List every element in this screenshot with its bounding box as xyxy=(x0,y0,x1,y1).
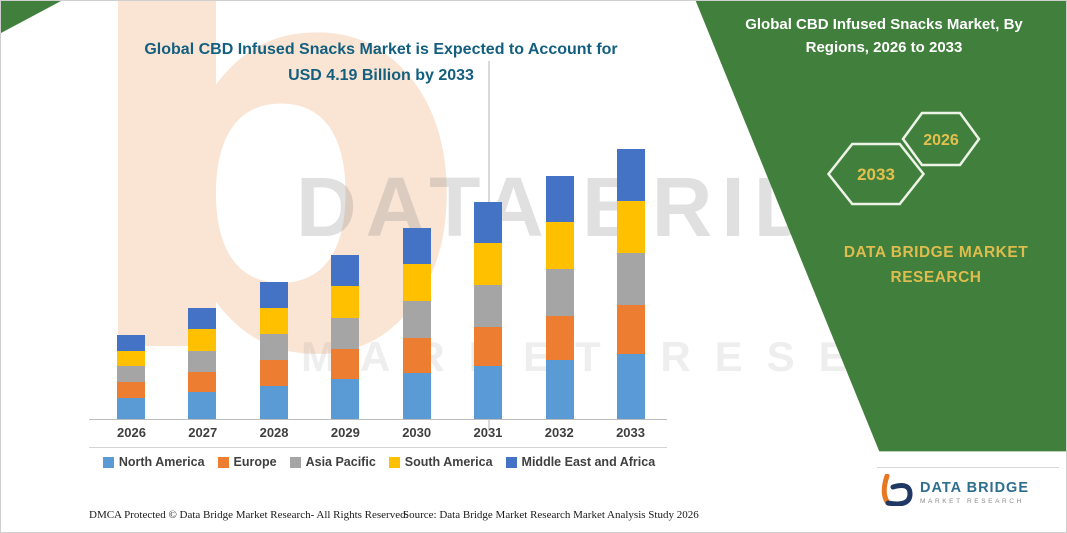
bar-segment xyxy=(545,221,574,269)
legend-label: North America xyxy=(118,455,205,469)
bar-segment xyxy=(331,379,360,419)
legend-item: South America xyxy=(388,455,493,469)
bar-segment xyxy=(188,371,217,392)
bar-segment xyxy=(259,307,288,335)
legend-swatch xyxy=(217,456,229,468)
legend-label: Middle East and Africa xyxy=(521,455,656,469)
legend-label: Europe xyxy=(233,455,277,469)
side-panel-title: Global CBD Infused Snacks Market, By Reg… xyxy=(714,13,1054,60)
bar-segment xyxy=(117,366,145,383)
bar-segment xyxy=(259,385,288,419)
legend-item: Europe xyxy=(217,455,277,469)
chart-legend: North America Europe Asia Pacific South Ame… xyxy=(79,455,679,469)
bar-segment xyxy=(474,326,503,367)
side-panel-title-line2: Regions, 2026 to 2033 xyxy=(805,39,963,57)
bar-segment xyxy=(474,285,503,327)
bar-segment xyxy=(545,268,574,316)
x-axis-label: 2030 xyxy=(402,425,432,440)
bar-segment xyxy=(474,366,503,419)
bar-segment xyxy=(616,304,645,354)
legend-label: Asia Pacific xyxy=(305,455,376,469)
x-axis-labels: 2026 2027 2028 2029 2030 2031 2032 2033 xyxy=(117,425,645,440)
bar-segment xyxy=(259,334,288,361)
x-axis-label: 2027 xyxy=(188,425,218,440)
hexagon-2033-outline xyxy=(826,142,926,206)
corner-decoration xyxy=(1,1,61,33)
bar-segment xyxy=(188,391,217,419)
chart-title-line2: USD 4.19 Billion by 2033 xyxy=(288,66,474,84)
legend-item: North America xyxy=(102,455,205,469)
bar-segment xyxy=(474,201,503,244)
bar-segment xyxy=(402,372,431,419)
bar-segment xyxy=(188,350,217,372)
bar-2032 xyxy=(545,175,574,419)
bar-segment xyxy=(188,329,217,351)
bar-segment xyxy=(402,228,431,265)
legend-swatch xyxy=(388,456,400,468)
bar-2033 xyxy=(616,148,645,419)
axis-divider-line xyxy=(89,447,667,448)
bar-chart-plot-area xyxy=(117,148,645,419)
legend-label: South America xyxy=(404,455,493,469)
bar-segment xyxy=(331,349,360,379)
hexagon-2026-label: 2026 xyxy=(923,132,959,149)
bar-segment xyxy=(402,337,431,373)
bar-segment xyxy=(545,360,574,419)
bar-segment xyxy=(545,175,574,222)
x-axis-line xyxy=(89,419,667,420)
chart-title-line1: Global CBD Infused Snacks Market is Expe… xyxy=(144,41,618,58)
bar-segment xyxy=(616,200,645,253)
legend-item: Middle East and Africa xyxy=(505,455,656,469)
side-panel-brand: DATA BRIDGE MARKET RESEARCH xyxy=(807,241,1065,291)
source-note: Source: Data Bridge Market Research Mark… xyxy=(403,509,699,521)
hexagon-2026-outline xyxy=(901,111,981,167)
bar-segment xyxy=(616,353,645,419)
bar-segment xyxy=(117,382,145,398)
bar-segment xyxy=(117,397,145,419)
legend-swatch xyxy=(289,456,301,468)
bar-segment xyxy=(331,286,360,318)
data-bridge-logo: DATA BRIDGE MARKET RESEARCH xyxy=(877,467,1059,511)
bar-2027 xyxy=(188,308,217,419)
year-hexagons: 2033 2026 xyxy=(824,106,988,221)
bar-segment xyxy=(402,301,431,338)
bar-segment xyxy=(616,252,645,305)
bar-segment xyxy=(402,264,431,302)
logo-tagline: MARKET RESEARCH xyxy=(920,498,1024,505)
bar-segment xyxy=(331,317,360,350)
bar-segment xyxy=(117,335,145,351)
bar-2030 xyxy=(402,228,431,419)
x-axis-label: 2032 xyxy=(544,425,574,440)
bar-2031 xyxy=(474,201,503,419)
hexagon-2033-label: 2033 xyxy=(857,165,895,184)
bar-2029 xyxy=(331,255,360,419)
bar-2026 xyxy=(117,335,145,419)
x-axis-label: 2033 xyxy=(616,425,645,440)
x-axis-label: 2028 xyxy=(259,425,289,440)
bar-segment xyxy=(259,360,288,386)
bar-segment xyxy=(474,243,503,286)
data-bridge-logo-icon xyxy=(877,473,913,511)
bar-segment xyxy=(188,308,217,330)
bar-segment xyxy=(545,315,574,361)
bar-segment xyxy=(616,148,645,201)
legend-swatch xyxy=(505,456,517,468)
dmca-notice: DMCA Protected © Data Bridge Market Rese… xyxy=(89,509,409,521)
legend-swatch xyxy=(102,456,114,468)
legend-item: Asia Pacific xyxy=(289,455,376,469)
bar-2028 xyxy=(259,281,288,419)
x-axis-label: 2031 xyxy=(473,425,503,440)
bar-segment xyxy=(331,255,360,287)
chart-title: Global CBD Infused Snacks Market is Expe… xyxy=(119,37,643,88)
side-panel-brand-line1: DATA BRIDGE MARKET xyxy=(843,244,1029,261)
bar-segment xyxy=(117,350,145,367)
x-axis-label: 2029 xyxy=(330,425,360,440)
side-panel-title-line1: Global CBD Infused Snacks Market, By xyxy=(745,16,1023,33)
logo-name: DATA BRIDGE xyxy=(920,480,1030,496)
x-axis-label: 2026 xyxy=(117,425,146,440)
side-panel-brand-line2: RESEARCH xyxy=(890,268,982,286)
bar-segment xyxy=(259,281,288,308)
